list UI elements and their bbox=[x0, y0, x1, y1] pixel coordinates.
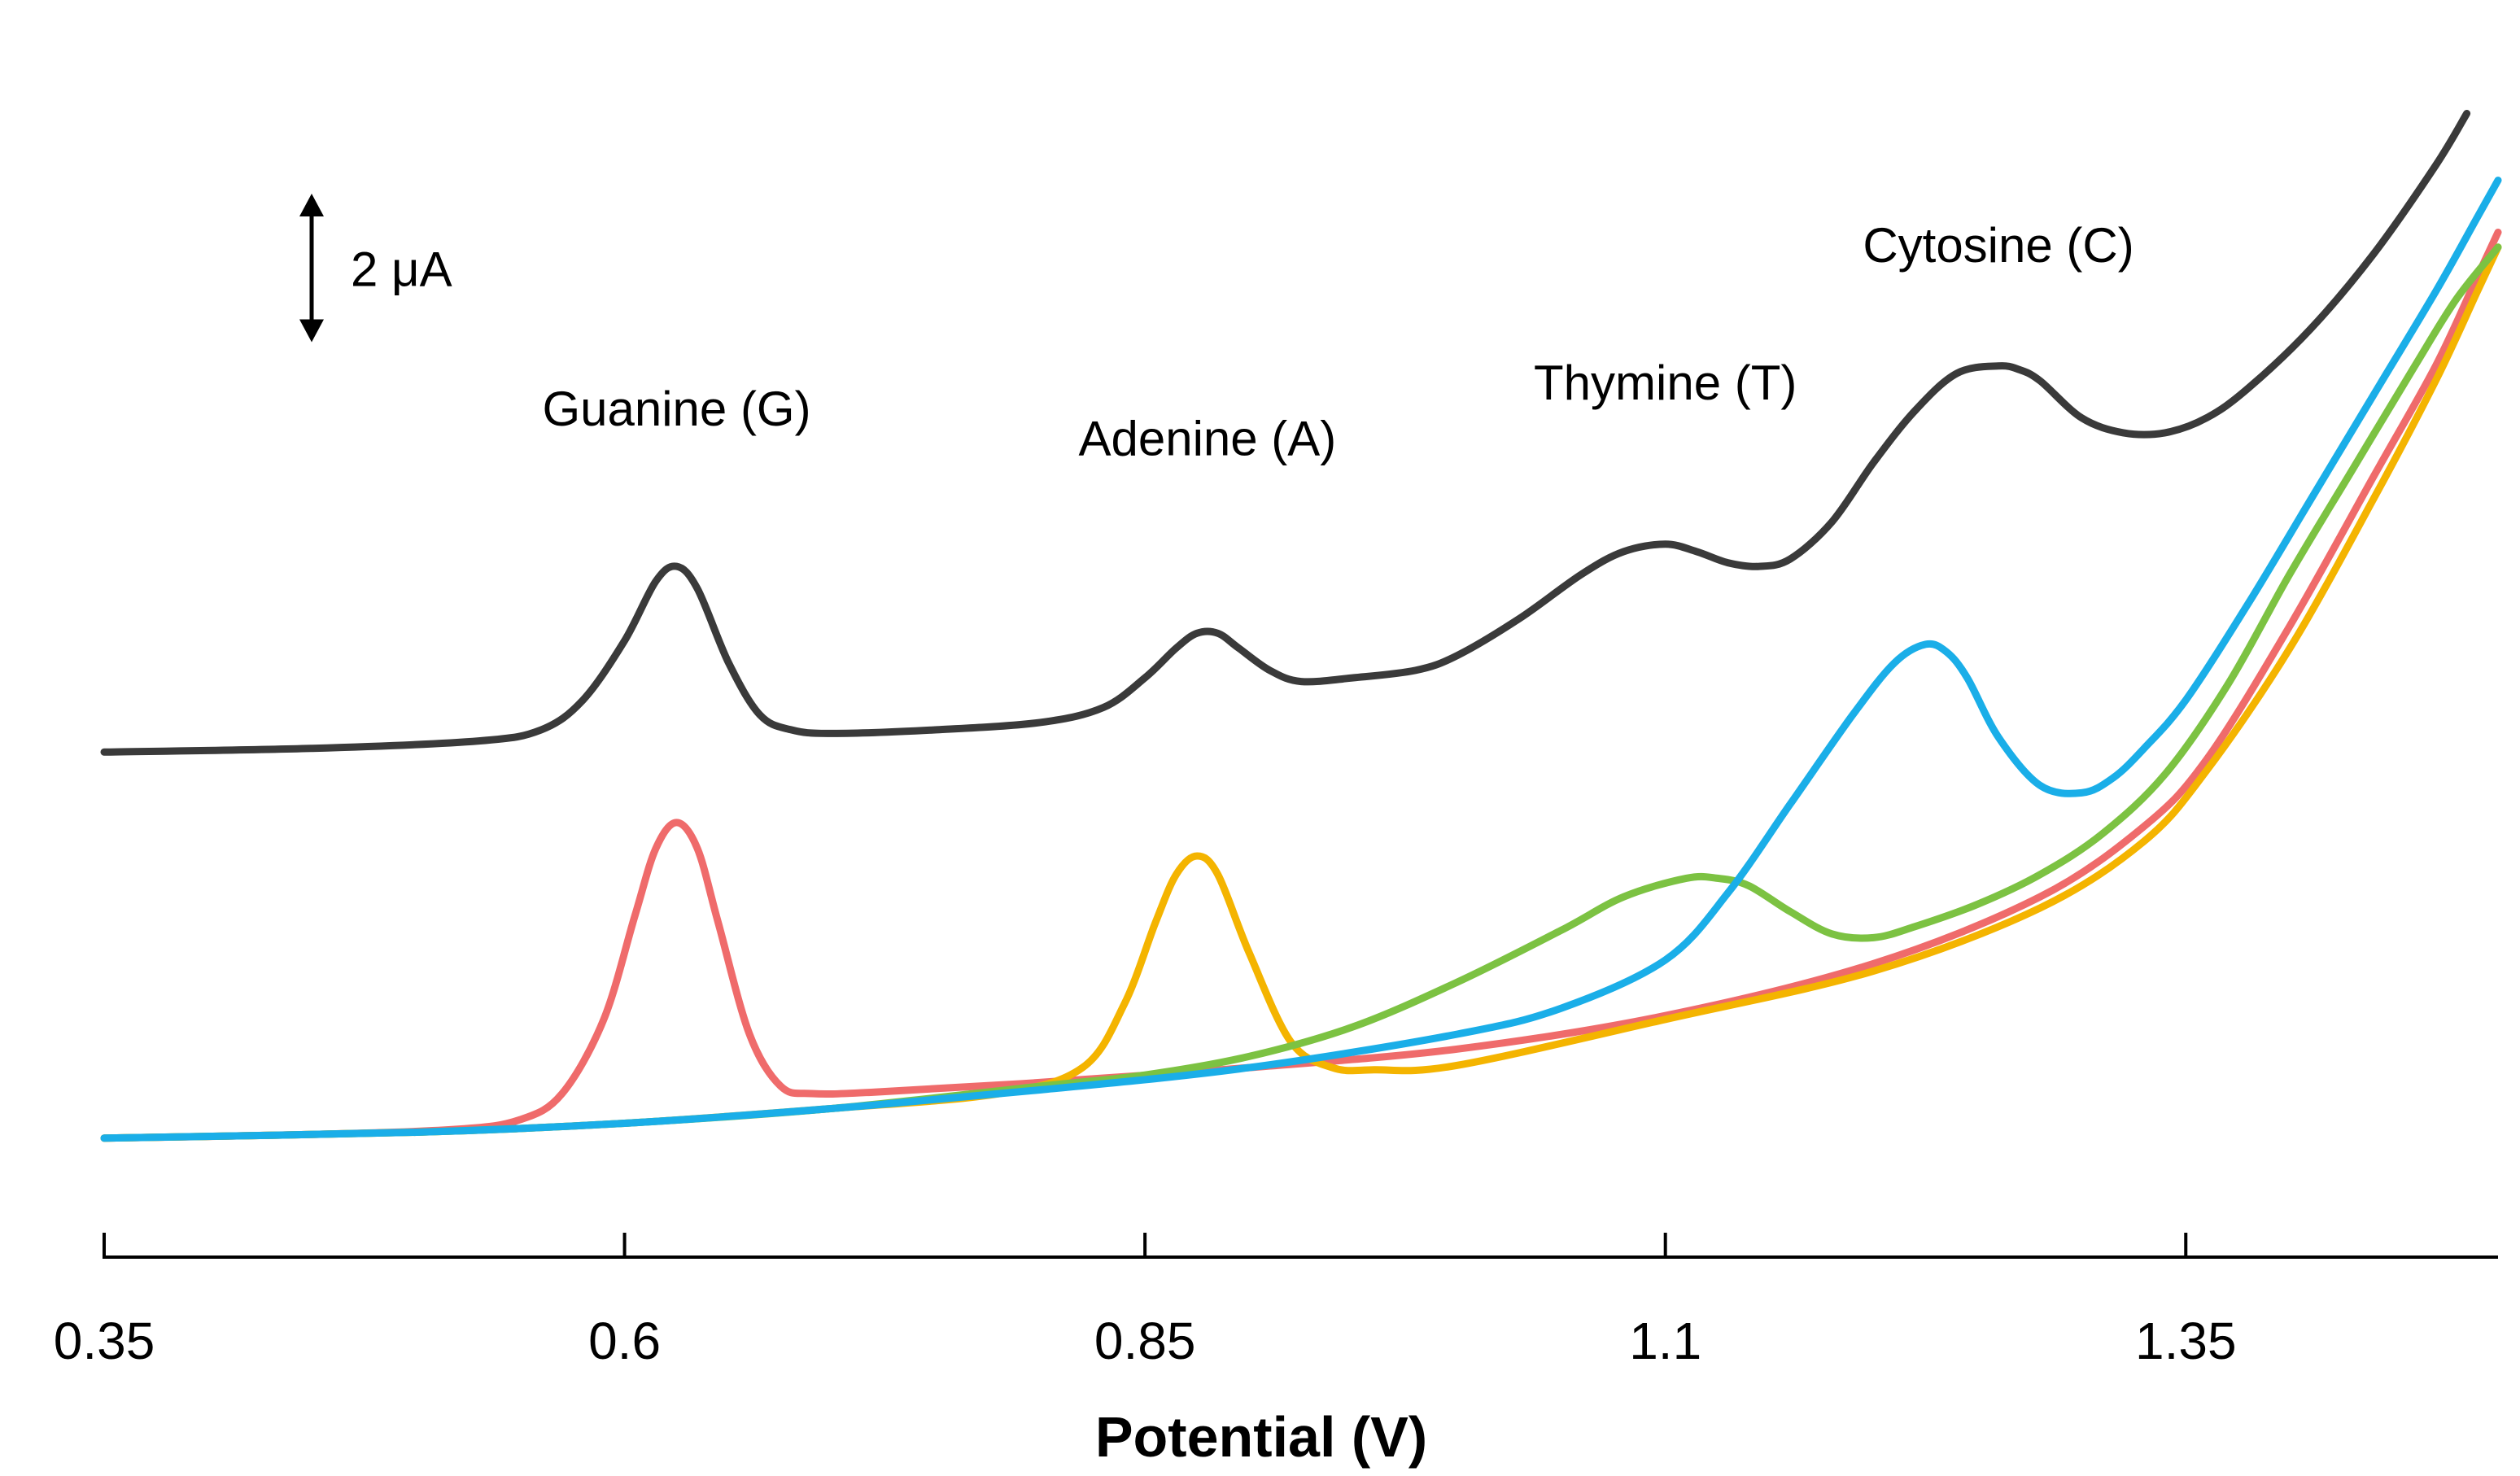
series-line-5 bbox=[100, 177, 2502, 1142]
series-layer bbox=[100, 110, 2502, 1142]
arrow-down-icon bbox=[299, 319, 324, 343]
series-line-3 bbox=[100, 243, 2502, 1142]
x-tick-label: 0.35 bbox=[54, 1312, 155, 1370]
peak-label-4: Cytosine (C) bbox=[1863, 218, 2133, 273]
x-axis-title: Potential (V) bbox=[1095, 1405, 1427, 1469]
annotation-layer: Guanine (G) Adenine (A) Thymine (T) Cytosin… bbox=[542, 218, 2133, 465]
series-line-1 bbox=[100, 110, 2471, 756]
arrow-up-icon bbox=[299, 194, 324, 216]
x-tick-label: 1.1 bbox=[1629, 1312, 1701, 1370]
scale-bar: 2 μA bbox=[299, 194, 452, 343]
series-line-2 bbox=[100, 229, 2502, 1142]
x-tick-label: 0.6 bbox=[588, 1312, 661, 1370]
x-tick-label: 0.85 bbox=[1094, 1312, 1196, 1370]
x-tick-label: 1.35 bbox=[2135, 1312, 2237, 1370]
series-line-4 bbox=[100, 243, 2502, 1142]
x-axis: 0.35 0.6 0.85 1.1 1.35 bbox=[54, 1233, 2498, 1370]
scale-bar-label: 2 μA bbox=[351, 242, 452, 296]
peak-label-2: Adenine (A) bbox=[1078, 411, 1336, 465]
peak-label-1: Guanine (G) bbox=[542, 382, 810, 436]
peak-label-3: Thymine (T) bbox=[1534, 356, 1797, 410]
